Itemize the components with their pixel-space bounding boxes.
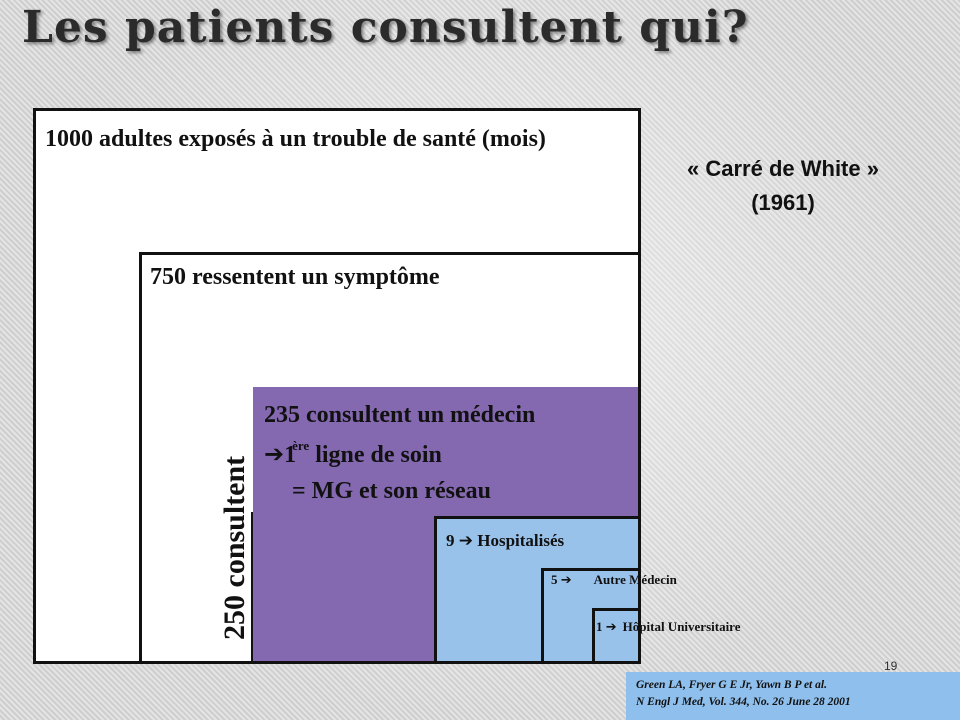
page-number: 19 bbox=[884, 659, 898, 673]
arrow-icon: ➔ bbox=[458, 531, 473, 551]
first-line-number: 1 bbox=[284, 442, 297, 468]
label-250-consult: 250 consultent bbox=[218, 455, 251, 640]
arrow-icon: ➔ bbox=[560, 573, 572, 588]
other-doctor-count: 5 bbox=[551, 572, 558, 587]
reference-box: Green LA, Fryer G E Jr, Yawn B P et al. … bbox=[626, 672, 960, 720]
slide-title: Les patients consultent qui? bbox=[22, 2, 749, 53]
label-gp-network: = MG et son réseau bbox=[292, 478, 491, 504]
other-doctor-text: Autre Médecin bbox=[593, 572, 677, 587]
white-square-caption: « Carré de White » (1961) bbox=[640, 152, 926, 220]
reference-journal: N Engl J Med, Vol. 344, No. 26 June 28 2… bbox=[636, 696, 851, 708]
box-university-hospital bbox=[592, 608, 641, 664]
university-hospital-text: Hôpital Universitaire bbox=[622, 619, 741, 634]
university-hospital-count: 1 bbox=[596, 619, 603, 634]
label-exposed-adults: 1000 adultes exposés à un trouble de san… bbox=[45, 126, 546, 152]
label-symptom: 750 ressentent un symptôme bbox=[150, 264, 440, 290]
caption-title: « Carré de White » bbox=[687, 156, 879, 181]
reference-authors: Green LA, Fryer G E Jr, Yawn B P et al. bbox=[636, 679, 827, 691]
arrow-icon: ➔ bbox=[605, 620, 617, 635]
hospitalized-count: 9 bbox=[446, 531, 455, 550]
hospitalized-text: Hospitalisés bbox=[477, 531, 565, 550]
label-first-line-care: ➔1ère ligne de soin bbox=[264, 438, 442, 469]
label-other-doctor: 5 ➔ Autre Médecin bbox=[551, 572, 677, 588]
first-line-superscript: ère bbox=[292, 438, 310, 453]
label-hospitalized: 9 ➔ Hospitalisés bbox=[446, 531, 564, 551]
label-consult-doctor: 235 consultent un médecin bbox=[264, 402, 536, 428]
first-line-text: ligne de soin bbox=[309, 442, 442, 468]
caption-year: (1961) bbox=[751, 190, 815, 215]
arrow-icon: ➔ bbox=[264, 440, 285, 468]
label-university-hospital: 1 ➔ Hôpital Universitaire bbox=[596, 619, 741, 635]
